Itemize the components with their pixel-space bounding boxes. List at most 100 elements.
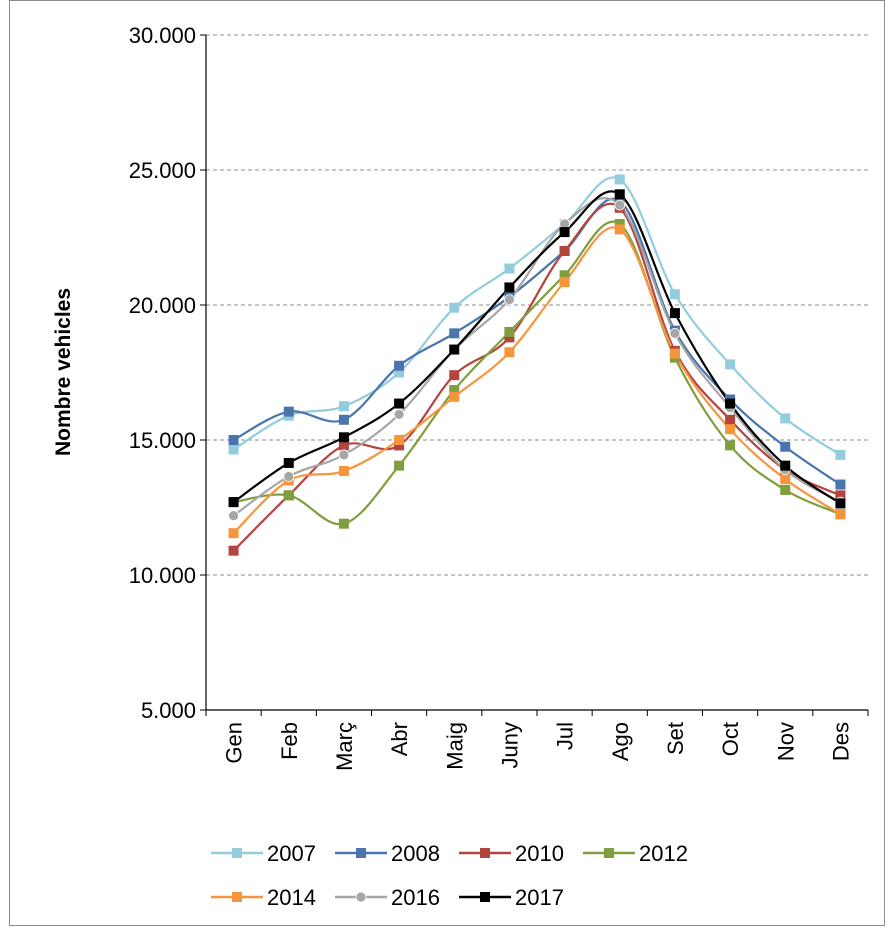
legend-swatch-marker — [355, 891, 367, 903]
legend-entry-2010: 2010 — [459, 841, 564, 866]
data-point-2007 — [338, 401, 349, 412]
gridlines — [206, 34, 868, 576]
y-tick-label: 20.000 — [129, 293, 196, 318]
legend-label: 2010 — [515, 841, 564, 866]
data-point-2010 — [449, 370, 460, 381]
data-point-2012 — [780, 484, 791, 495]
data-point-2017 — [614, 189, 625, 200]
data-point-2012 — [449, 385, 460, 396]
data-point-2012 — [725, 440, 736, 451]
y-tick-label: 25.000 — [129, 158, 196, 183]
data-point-2008 — [449, 328, 460, 339]
y-tick-label: 30.000 — [129, 23, 196, 48]
x-tick-label: Juny — [497, 722, 522, 768]
data-point-2016 — [669, 327, 681, 339]
series-line-2012 — [233, 220, 841, 526]
series-markers — [228, 174, 846, 556]
data-point-2017 — [669, 308, 680, 319]
legend-entry-2008: 2008 — [335, 841, 440, 866]
data-point-2008 — [338, 414, 349, 425]
data-point-2014 — [725, 424, 736, 435]
legend-entry-2012: 2012 — [583, 841, 688, 866]
x-tick-labels: Gen Feb Març Abr Maig Juny Jul Ago Set Oct Nov Des — [222, 722, 854, 771]
legend-swatch-marker — [356, 848, 366, 858]
data-point-2008 — [835, 479, 846, 490]
data-point-2010 — [394, 440, 405, 451]
y-tick-label: 10.000 — [129, 563, 196, 588]
data-point-2012 — [614, 219, 625, 229]
data-point-2017 — [283, 457, 294, 468]
legend-swatch-marker — [604, 848, 614, 858]
y-tick-label: 15.000 — [129, 428, 196, 453]
x-tick-label: Oct — [718, 722, 743, 756]
data-point-2014 — [669, 348, 680, 359]
series-line-2008 — [233, 197, 842, 486]
legend: 2007 2008 2010 2012 2014 2016 2017 — [211, 841, 688, 910]
legend-label: 2008 — [391, 841, 440, 866]
series-lines — [232, 176, 842, 552]
data-point-2007 — [614, 174, 625, 185]
legend-label: 2014 — [267, 885, 316, 910]
data-point-2007 — [394, 367, 405, 378]
data-point-2008 — [780, 441, 791, 452]
data-point-2012 — [394, 460, 405, 471]
data-point-2012 — [338, 518, 349, 529]
x-tick-label: Set — [663, 722, 688, 755]
data-point-2007 — [669, 289, 680, 300]
data-point-2014 — [504, 347, 515, 358]
data-point-2010 — [835, 490, 846, 501]
data-point-2017 — [780, 460, 791, 471]
data-point-2010 — [338, 440, 349, 451]
y-tick-labels: 5.000 10.000 15.000 20.000 25.000 30.000 — [129, 23, 196, 723]
x-tick-label: Gen — [222, 722, 247, 764]
data-point-2017 — [725, 398, 736, 409]
data-point-2014 — [559, 277, 570, 288]
data-point-2010 — [725, 414, 736, 425]
legend-entry-2014: 2014 — [211, 885, 316, 910]
x-tick-label: Ago — [608, 722, 633, 761]
x-tick-label: Jul — [553, 722, 578, 750]
data-point-2007 — [228, 444, 239, 455]
chart-frame — [9, 0, 885, 926]
data-point-2017 — [559, 227, 570, 238]
data-point-2007 — [449, 302, 460, 313]
data-point-2014 — [614, 224, 625, 235]
data-point-2010 — [228, 545, 239, 556]
legend-label: 2007 — [267, 841, 316, 866]
data-point-2007 — [725, 359, 736, 370]
data-point-2017 — [338, 432, 349, 443]
data-point-2017 — [394, 398, 405, 409]
data-point-2014 — [338, 466, 349, 477]
data-point-2008 — [228, 435, 239, 445]
data-point-2007 — [835, 449, 846, 460]
data-point-2007 — [780, 413, 791, 424]
data-point-2008 — [394, 360, 405, 371]
series-line-2017 — [232, 190, 842, 505]
data-point-2016 — [338, 449, 350, 461]
series-line-2010 — [232, 202, 841, 552]
data-point-2007 — [504, 263, 515, 274]
data-point-2017 — [228, 497, 239, 508]
data-point-2016 — [614, 199, 626, 211]
data-point-2012 — [283, 490, 294, 501]
y-tick-label: 5.000 — [141, 698, 196, 723]
legend-entry-2017: 2017 — [459, 885, 564, 910]
data-point-2017 — [835, 498, 846, 509]
data-point-2017 — [449, 344, 460, 355]
data-point-2014 — [780, 474, 791, 485]
data-point-2010 — [559, 246, 570, 256]
legend-label: 2016 — [391, 885, 440, 910]
legend-swatch-marker — [480, 892, 490, 902]
data-point-2016 — [393, 408, 405, 420]
data-point-2014 — [394, 435, 405, 445]
legend-label: 2012 — [639, 841, 688, 866]
data-point-2008 — [283, 406, 294, 417]
x-tick-label: Abr — [387, 722, 412, 756]
data-point-2016 — [504, 294, 515, 306]
x-tick-label: Feb — [277, 722, 302, 760]
legend-entry-2016: 2016 — [335, 885, 440, 910]
axes — [200, 34, 869, 716]
data-point-2010 — [504, 332, 515, 343]
data-point-2012 — [559, 270, 570, 281]
